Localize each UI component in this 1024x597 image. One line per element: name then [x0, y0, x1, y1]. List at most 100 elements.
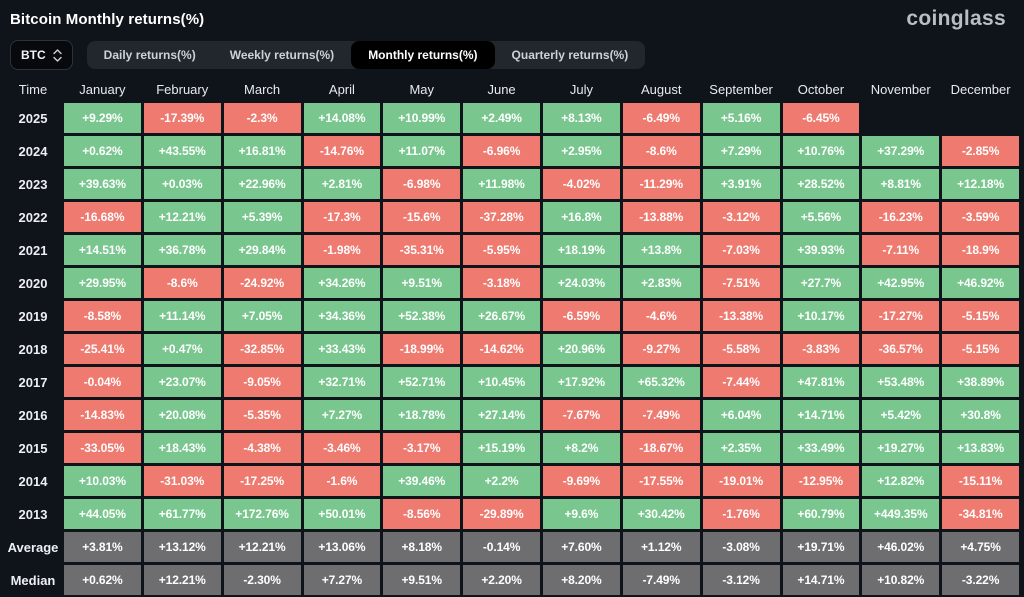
return-cell: +29.84% [223, 235, 301, 265]
return-cell: +0.03% [143, 169, 221, 199]
return-cell: -13.38% [702, 301, 780, 331]
return-cell: -2.30% [223, 565, 301, 595]
return-cell: +449.35% [862, 499, 940, 529]
return-cell: +37.29% [862, 136, 940, 166]
row-label-2024: 2024 [18, 143, 48, 159]
table-header-row: Time January February March April May June July… [5, 77, 1019, 101]
return-cell: -15.6% [383, 202, 461, 232]
return-cell: +7.27% [303, 400, 381, 430]
return-cell: +12.18% [942, 169, 1019, 199]
return-cell: -3.08% [702, 532, 780, 562]
return-cell: -9.05% [223, 367, 301, 397]
return-cell: -7.67% [543, 400, 620, 430]
return-cell: +11.14% [143, 301, 221, 331]
return-cell: +12.82% [862, 466, 940, 496]
return-cell: +5.42% [862, 400, 940, 430]
return-cell: -31.03% [143, 466, 221, 496]
tab-daily[interactable]: Daily returns(%) [103, 48, 196, 62]
symbol-select[interactable]: BTC [10, 40, 73, 70]
tab-quarterly[interactable]: Quarterly returns(%) [511, 48, 629, 62]
return-cell: +2.2% [463, 466, 540, 496]
return-cell: -15.11% [942, 466, 1019, 496]
return-cell: -29.89% [463, 499, 540, 529]
return-cell: +27.14% [463, 400, 540, 430]
return-cell: -35.31% [383, 235, 461, 265]
return-cell: -8.56% [383, 499, 461, 529]
page-title: Bitcoin Monthly returns(%) [10, 10, 205, 28]
return-cell: +2.95% [543, 136, 620, 166]
return-cell: +22.96% [223, 169, 301, 199]
return-cell: +0.62% [64, 136, 141, 166]
return-cell: +65.32% [622, 367, 700, 397]
return-cell: -7.49% [622, 400, 700, 430]
return-cell: +52.71% [383, 367, 461, 397]
return-cell: -36.57% [862, 334, 940, 364]
row-label-2018: 2018 [18, 341, 48, 357]
return-cell: +52.38% [383, 301, 461, 331]
return-cell: +12.21% [143, 202, 221, 232]
return-cell: -18.99% [383, 334, 461, 364]
row-label-2021: 2021 [18, 242, 48, 258]
row-label-2015: 2015 [18, 440, 48, 456]
column-header-august: August [641, 81, 682, 97]
return-cell: +42.95% [862, 268, 940, 298]
row-label-2025: 2025 [18, 110, 48, 126]
return-cell: +8.20% [543, 565, 620, 595]
return-cell: +7.27% [303, 565, 381, 595]
return-cell: +60.79% [782, 499, 860, 529]
return-cell: -7.44% [702, 367, 780, 397]
return-cell: +5.39% [223, 202, 301, 232]
return-cell: +14.71% [782, 565, 860, 595]
return-cell: +7.29% [702, 136, 780, 166]
return-cell: +5.56% [782, 202, 860, 232]
return-cell: +10.03% [64, 466, 141, 496]
return-cell: +9.6% [543, 499, 620, 529]
return-cell: +18.78% [383, 400, 461, 430]
return-cell: +13.83% [942, 433, 1019, 463]
return-cell: +3.81% [64, 532, 141, 562]
row-label-2013: 2013 [18, 506, 48, 522]
return-cell: -34.81% [942, 499, 1019, 529]
return-cell: -25.41% [64, 334, 141, 364]
return-cell: +4.75% [942, 532, 1019, 562]
row-label-2014: 2014 [18, 473, 48, 489]
return-cell: +24.03% [543, 268, 620, 298]
return-cell: +2.83% [622, 268, 700, 298]
return-cell: +18.19% [543, 235, 620, 265]
return-cell: +11.07% [383, 136, 461, 166]
return-cell: +9.51% [383, 565, 461, 595]
return-cell: -3.22% [942, 565, 1019, 595]
return-cell: +34.36% [303, 301, 381, 331]
return-cell: +1.12% [622, 532, 700, 562]
column-header-july: July [569, 81, 593, 97]
return-cell: +2.35% [702, 433, 780, 463]
return-cell: -8.6% [622, 136, 700, 166]
return-cell: -0.04% [64, 367, 141, 397]
return-cell: +15.19% [463, 433, 540, 463]
return-cell: -11.29% [622, 169, 700, 199]
row-label-average: Average [7, 539, 59, 555]
return-cell: +0.62% [64, 565, 141, 595]
return-cell: -14.76% [303, 136, 381, 166]
return-cell: +7.05% [223, 301, 301, 331]
return-cell: +7.60% [543, 532, 620, 562]
return-cell: +10.99% [383, 103, 461, 133]
return-cell: -7.03% [702, 235, 780, 265]
column-header-september: September [709, 81, 773, 97]
return-cell: -7.51% [702, 268, 780, 298]
return-cell: -19.01% [702, 466, 780, 496]
return-cell: -13.88% [622, 202, 700, 232]
row-label-2023: 2023 [18, 176, 48, 192]
return-cell: +10.82% [862, 565, 940, 595]
return-cell: -18.67% [622, 433, 700, 463]
return-cell: +50.01% [303, 499, 381, 529]
return-cell: +13.06% [303, 532, 381, 562]
tab-weekly[interactable]: Weekly returns(%) [229, 48, 335, 62]
return-cell: -1.98% [303, 235, 381, 265]
return-cell: +12.21% [143, 565, 221, 595]
period-tabs: Daily returns(%) Weekly returns(%) Monthly… [86, 41, 646, 69]
tab-monthly[interactable]: Monthly returns(%) [351, 41, 495, 69]
return-cell: +36.78% [143, 235, 221, 265]
return-cell: +172.76% [223, 499, 301, 529]
